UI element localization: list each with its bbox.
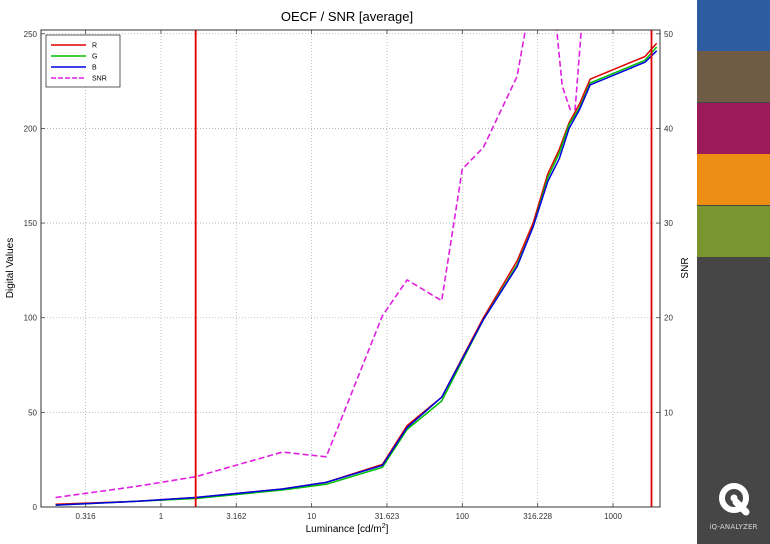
y-tick-label: 100: [24, 314, 38, 323]
brand-sidebar: iQ-ANALYZER: [697, 0, 770, 544]
x-axis-label-sup: 2: [382, 523, 386, 530]
x-tick-label: 3.162: [226, 512, 247, 521]
y-axis-label-right: SNR: [680, 257, 691, 278]
y-tick-label-right: 30: [664, 219, 673, 228]
color-swatch: [697, 205, 770, 257]
plot-area: 0.316 1 3.162 10 31.623 100 316.228 1000 0 50 100 1…: [24, 29, 673, 521]
x-axis-label: Luminance [cd/m2]: [306, 523, 389, 535]
series-line-b: [55, 50, 658, 506]
y-tick-label: 50: [28, 408, 37, 417]
brand-name: iQ-ANALYZER: [709, 523, 758, 531]
legend-box: [45, 34, 121, 88]
legend-label-g: G: [92, 54, 97, 61]
y-tick-label-right: 40: [664, 124, 673, 133]
color-swatch: [697, 154, 770, 206]
iq-logo-icon: [697, 480, 770, 525]
color-swatch: [697, 0, 770, 51]
y-tick-label: 200: [24, 124, 38, 133]
y-tick-label: 0: [33, 503, 38, 512]
legend-label-r: R: [92, 43, 97, 50]
x-tick-label: 316.228: [523, 512, 552, 521]
chart-title: OECF / SNR [average]: [281, 9, 413, 24]
legend: RGB SNR: [45, 34, 121, 88]
x-tick-label: 1: [159, 512, 164, 521]
oecf-chart: OECF / SNR [average] 0.316 1 3.162 10 31.623…: [5, 9, 691, 535]
y-tick-label-right: 50: [664, 30, 673, 39]
x-tick-label: 31.623: [375, 512, 400, 521]
y-tick-label: 250: [24, 30, 38, 39]
y-tick-label-right: 20: [664, 314, 673, 323]
color-swatch: [697, 102, 770, 154]
x-tick-label: 1000: [604, 512, 622, 521]
y-axis-label: Digital Values: [5, 238, 16, 298]
x-tick-label: 0.316: [76, 512, 97, 521]
x-axis-label-end: ]: [386, 524, 389, 535]
y-tick-label-right: 10: [664, 408, 673, 417]
plot-frame: [40, 29, 661, 508]
series-group: [55, 30, 658, 506]
series-line-snr: [55, 30, 583, 499]
legend-label-b: B: [92, 65, 97, 72]
x-tick-label: 100: [456, 512, 470, 521]
color-swatch: [697, 51, 770, 103]
x-axis-label-main: Luminance [cd/m: [306, 524, 382, 535]
legend-label-snr: SNR: [92, 76, 107, 83]
x-tick-label: 10: [307, 512, 316, 521]
y-tick-label: 150: [24, 219, 38, 228]
plot-background: [41, 30, 660, 507]
